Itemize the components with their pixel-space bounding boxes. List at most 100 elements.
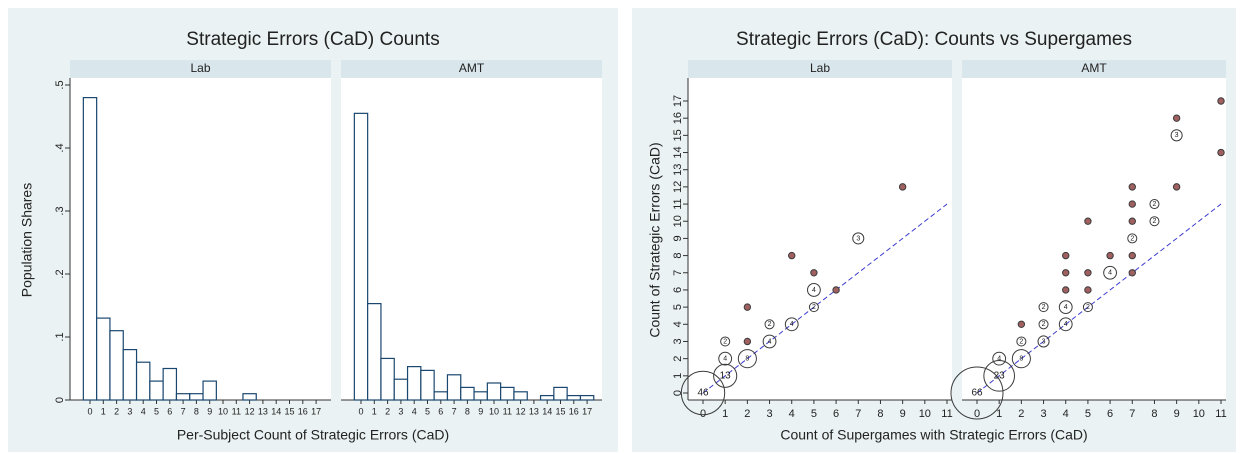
x-axis-label: Count of Supergames with Strategic Error… (780, 427, 1087, 443)
y-tick-label: 1 (672, 373, 684, 379)
y-tick-label: 8 (672, 253, 684, 259)
panel-title: Lab (190, 61, 210, 75)
bubble (898, 183, 907, 191)
bar (122, 349, 138, 401)
x-tick-label: 13 (529, 406, 539, 416)
bubble (718, 351, 733, 366)
bubble (1217, 148, 1225, 157)
bubble (1058, 317, 1073, 332)
bubble (807, 283, 821, 297)
y-tick-label: 10 (672, 215, 684, 227)
bubble-label: 4 (723, 355, 727, 362)
bubble-label: 3 (856, 235, 860, 242)
bubble (1106, 251, 1114, 260)
bubble-label: 2 (1153, 218, 1157, 225)
x-tick-label: 6 (167, 406, 172, 416)
bar (109, 330, 124, 401)
bar (433, 391, 449, 401)
bubble-label: 4 (1064, 321, 1068, 328)
x-tick-label: 4 (412, 406, 417, 416)
x-tick-label: 6 (1107, 408, 1113, 420)
bar (566, 394, 582, 401)
bubble (713, 363, 738, 388)
bubble-label: 2 (1086, 304, 1090, 311)
y-tick-label: 5 (672, 304, 684, 310)
bubble (743, 337, 752, 346)
bar (420, 369, 435, 401)
x-tick-label: 10 (1193, 408, 1205, 420)
bubble (810, 269, 818, 277)
bar (406, 366, 422, 401)
bubble (1017, 320, 1026, 328)
x-tick-label: 9 (478, 406, 483, 416)
bubble (1062, 286, 1070, 294)
reference-line (702, 203, 948, 394)
bar (135, 361, 151, 401)
x-tick-label: 16 (569, 406, 579, 416)
y-tick-label: .5 (54, 80, 66, 89)
bubble-label: 66 (971, 388, 983, 399)
bar (96, 317, 111, 401)
x-tick-label: 1 (996, 408, 1002, 420)
bubble (983, 359, 1016, 392)
x-tick-label: 2 (1018, 408, 1024, 420)
x-tick-label: 5 (811, 408, 817, 420)
bubble-label: 8 (1019, 355, 1023, 362)
x-tick-label: 7 (181, 406, 186, 416)
x-tick-label: 12 (245, 406, 255, 416)
bubble (743, 303, 752, 311)
plot-area (962, 78, 1226, 400)
bar (460, 386, 475, 401)
y-axis-label: Population Shares (19, 183, 35, 297)
bar (175, 393, 191, 401)
bubble (1062, 251, 1070, 260)
bubble (1172, 183, 1181, 191)
x-tick-label: 13 (258, 406, 268, 416)
x-tick-label: 5 (425, 406, 430, 416)
y-tick-label: .4 (54, 143, 66, 152)
bar (353, 112, 369, 401)
x-tick-label: 0 (700, 408, 706, 420)
bubble (1058, 300, 1073, 315)
bubble-label: 4 (790, 321, 794, 328)
y-tick-label: 7 (672, 270, 684, 276)
bubble (788, 251, 796, 260)
bar (486, 382, 502, 401)
bubble (1149, 216, 1160, 227)
bubble-label: 4 (768, 338, 772, 345)
bubble (1103, 265, 1117, 280)
bar (393, 378, 409, 401)
x-tick-label: 15 (284, 406, 294, 416)
y-tick-label: 14 (672, 146, 684, 158)
bubble-label: 2 (1042, 321, 1046, 328)
bubble (762, 334, 777, 349)
bubble (1128, 251, 1136, 260)
bubble-label: 4 (812, 287, 816, 294)
bar (367, 303, 382, 401)
panel-header (688, 60, 952, 78)
x-tick-label: 1 (101, 406, 106, 416)
x-tick-label: 14 (271, 406, 281, 416)
panel-title: Lab (810, 61, 830, 75)
y-tick-label: 4 (672, 321, 684, 327)
bubble-label: 4 (1108, 270, 1112, 277)
bubble (1128, 269, 1136, 277)
panel-title: AMT (459, 61, 485, 75)
y-tick-label: 11 (672, 198, 684, 209)
x-tick-label: 6 (438, 406, 443, 416)
x-tick-label: 3 (398, 406, 403, 416)
x-tick-label: 9 (1174, 408, 1180, 420)
bar (162, 367, 178, 401)
bar (149, 380, 164, 401)
x-tick-label: 6 (833, 408, 839, 420)
bubble (1037, 335, 1050, 348)
bubble-label: 3 (1042, 338, 1046, 345)
y-tick-label: 9 (672, 235, 684, 241)
x-tick-label: 4 (1063, 408, 1069, 420)
bar (539, 394, 555, 401)
bubble (808, 302, 819, 313)
bar (446, 374, 462, 401)
x-tick-label: 15 (555, 406, 565, 416)
x-tick-label: 11 (232, 406, 241, 416)
